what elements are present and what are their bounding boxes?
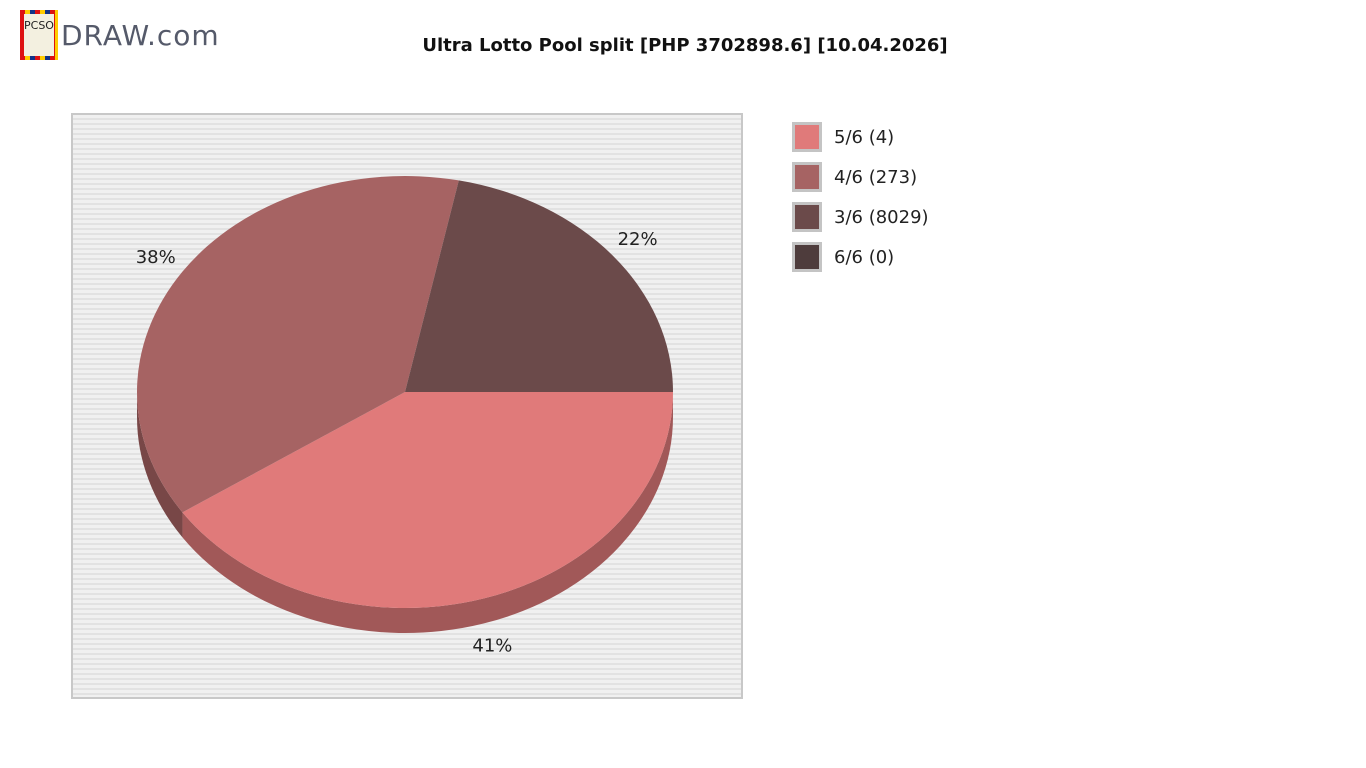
slice-label: 38% <box>136 247 176 268</box>
legend-label: 5/6 (4) <box>834 126 895 148</box>
legend-swatch <box>792 202 822 232</box>
pie-slice-1 <box>136 175 459 513</box>
legend-label: 6/6 (0) <box>834 246 895 268</box>
pcso-logo-icon: PCSO <box>20 10 58 60</box>
legend-swatch <box>792 122 822 152</box>
legend-item: 6/6 (0) <box>792 242 894 272</box>
slice-label: 41% <box>472 635 512 656</box>
legend-swatch <box>792 162 822 192</box>
legend-label: 4/6 (273) <box>834 166 918 188</box>
logo-text: DRAW.com <box>61 18 220 52</box>
chart-title: Ultra Lotto Pool split [PHP 3702898.6] [… <box>422 35 948 56</box>
legend-item: 5/6 (4) <box>792 122 894 152</box>
legend-item: 4/6 (273) <box>792 162 917 192</box>
legend-label: 3/6 (8029) <box>834 206 929 228</box>
pie-slice-side <box>137 392 183 538</box>
pie-slice-2 <box>405 180 673 392</box>
legend-item: 3/6 (8029) <box>792 202 929 232</box>
pie-slice-0 <box>182 392 673 609</box>
logo: PCSO DRAW.com <box>20 10 220 60</box>
slice-label: 22% <box>618 229 658 250</box>
legend-swatch <box>792 242 822 272</box>
